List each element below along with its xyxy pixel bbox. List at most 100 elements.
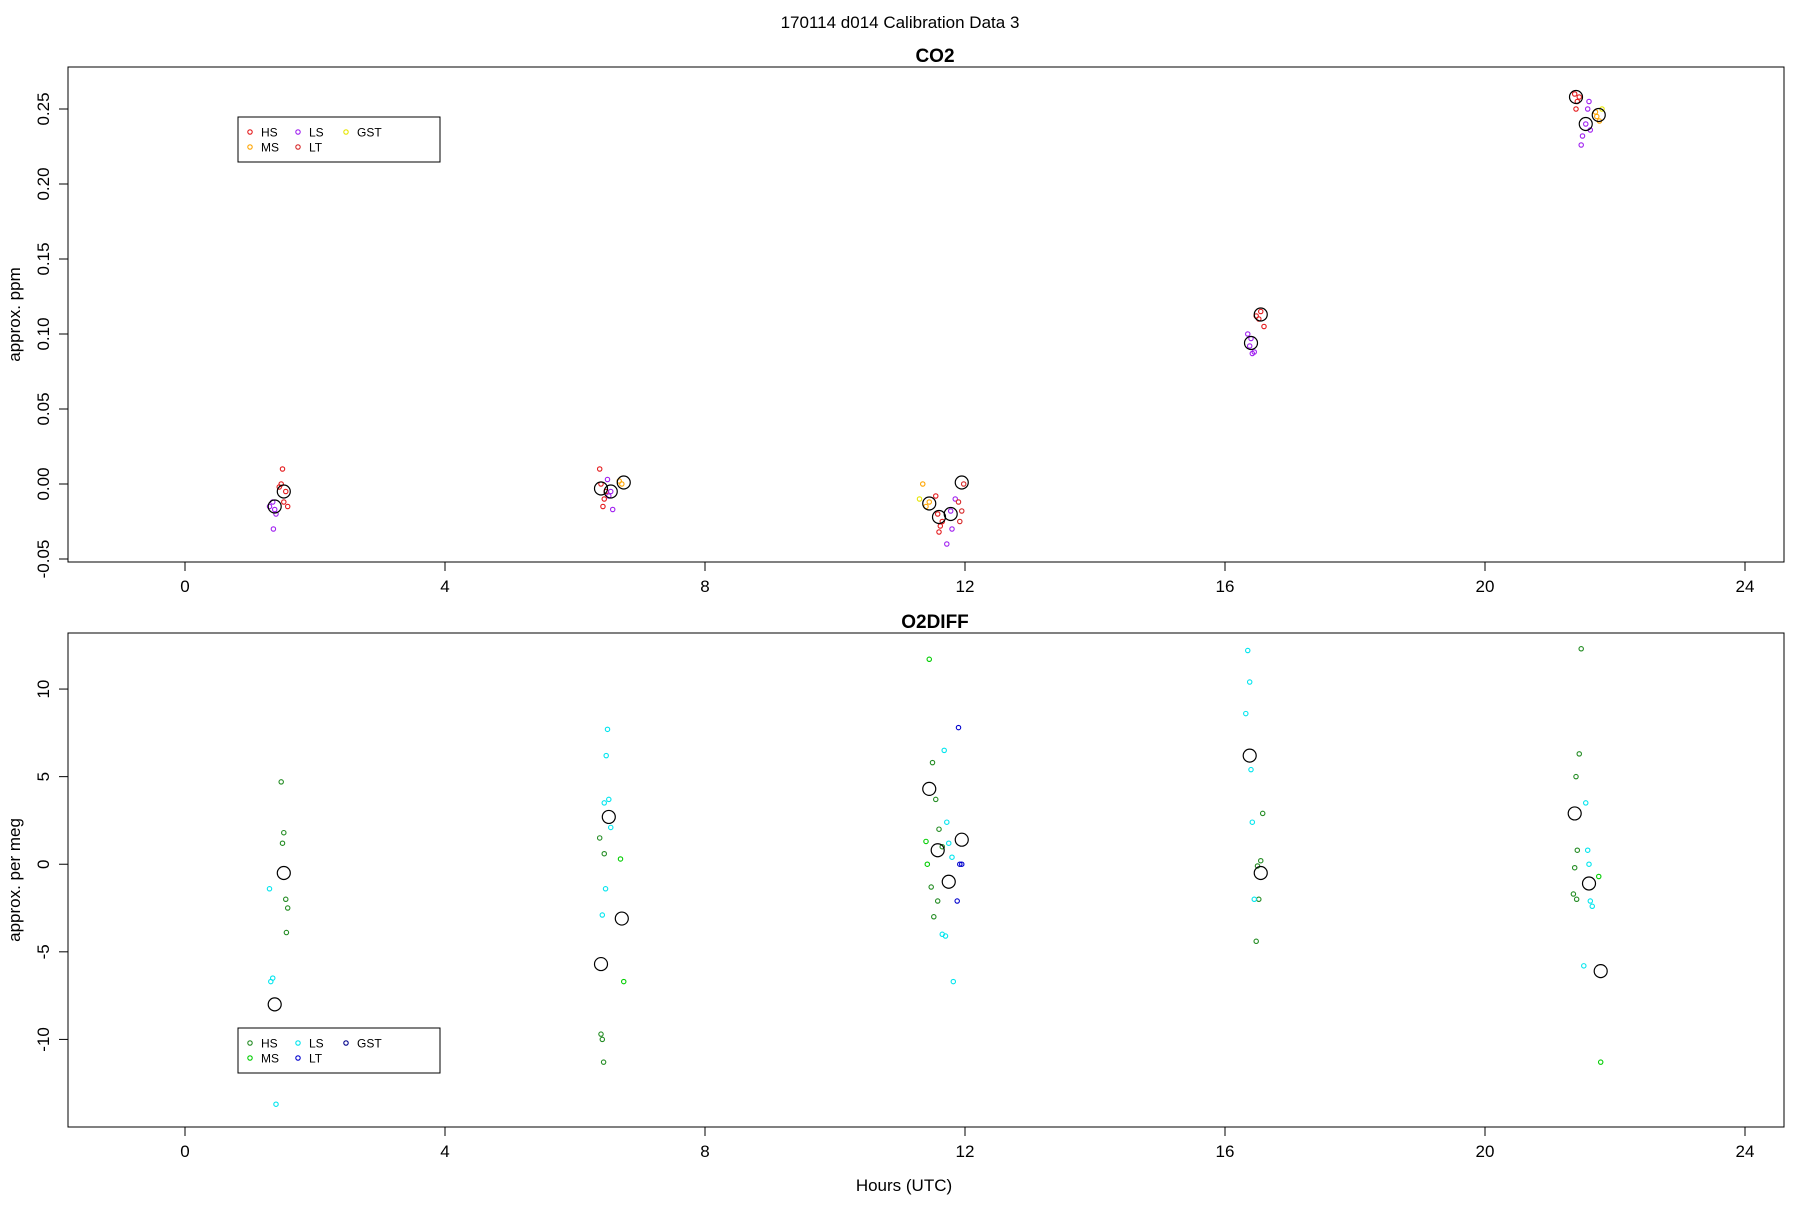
co2-legend-label-lt: LT bbox=[309, 141, 323, 155]
o2diff-mean-marker bbox=[941, 874, 956, 889]
co2-y-tick-label: -0.05 bbox=[34, 540, 53, 579]
figure-title: 170114 d014 Calibration Data 3 bbox=[781, 13, 1020, 32]
o2diff-point-lt bbox=[955, 724, 962, 731]
co2-point-hs bbox=[284, 503, 291, 510]
o2diff-point-ls bbox=[599, 912, 606, 918]
co2-mean-marker bbox=[276, 484, 291, 499]
co2-mean-marker bbox=[1253, 307, 1268, 322]
o2diff-point-ls bbox=[1584, 847, 1591, 853]
o2diff-point-ls bbox=[949, 854, 955, 860]
o2diff-legend-marker-hs bbox=[247, 1040, 253, 1046]
o2diff-series-ls bbox=[266, 647, 1596, 1107]
o2diff-legend-label-lt: LT bbox=[309, 1052, 323, 1066]
co2-point-hs bbox=[932, 493, 939, 499]
co2-point-ms bbox=[919, 481, 926, 487]
o2diff-point-ls bbox=[1251, 896, 1258, 903]
co2-point-ls bbox=[1579, 133, 1586, 139]
co2-point-ls bbox=[1586, 98, 1592, 105]
co2-point-ls bbox=[1584, 106, 1591, 112]
co2-mean-marker bbox=[943, 506, 958, 522]
o2diff-x-tick-label: 4 bbox=[440, 1142, 449, 1161]
co2-point-ls bbox=[270, 526, 277, 532]
o2diff-chart-title: O2DIFF bbox=[901, 612, 969, 633]
o2diff-mean-marker bbox=[614, 911, 629, 926]
o2diff-point-ls bbox=[1586, 861, 1592, 867]
o2diff-point-hs bbox=[1578, 646, 1584, 652]
o2diff-point-ls bbox=[950, 978, 957, 985]
o2diff-point-lt bbox=[957, 861, 963, 867]
o2diff-mean-marker bbox=[922, 781, 937, 797]
o2diff-point-ls bbox=[945, 840, 952, 846]
o2diff-legend-marker-lt bbox=[295, 1055, 301, 1061]
o2diff-x-tick-label: 20 bbox=[1476, 1142, 1495, 1161]
co2-point-hs bbox=[1571, 91, 1578, 97]
co2-series-ls bbox=[266, 98, 1594, 547]
o2diff-point-hs bbox=[931, 914, 937, 920]
co2-point-hs bbox=[1258, 308, 1264, 315]
co2-point-ms bbox=[926, 499, 932, 505]
o2diff-panel: O2DIFF 0 4 8 12 16 20 24 -10 -5 0 5 10 approx. per me… bbox=[5, 612, 1785, 1161]
co2-mean-marker bbox=[593, 481, 609, 496]
o2diff-point-ls bbox=[944, 819, 950, 825]
o2diff-point-hs bbox=[1576, 751, 1583, 757]
co2-legend-marker-hs bbox=[247, 129, 253, 135]
o2diff-x-tick-label: 0 bbox=[180, 1142, 189, 1161]
o2diff-point-ms bbox=[923, 838, 929, 845]
co2-point-ls bbox=[1578, 142, 1584, 148]
o2diff-point-ls bbox=[1581, 963, 1587, 969]
o2diff-mean-marker bbox=[1253, 865, 1268, 881]
co2-point-ls bbox=[604, 476, 611, 483]
co2-point-hs bbox=[937, 523, 944, 529]
o2diff-x-tick-label: 16 bbox=[1216, 1142, 1235, 1161]
o2diff-series-ms bbox=[617, 656, 1604, 1065]
o2diff-x-tick-label: 8 bbox=[700, 1142, 709, 1161]
o2diff-legend-label-ms: MS bbox=[261, 1052, 279, 1066]
co2-mean-marker bbox=[267, 499, 282, 514]
co2-point-ls bbox=[947, 508, 954, 514]
o2diff-point-ls bbox=[1589, 903, 1596, 910]
o2diff-mean-marker bbox=[601, 809, 616, 825]
o2diff-point-hs bbox=[939, 843, 945, 850]
o2diff-mean-marker bbox=[267, 997, 282, 1012]
co2-x-tick-label: 24 bbox=[1736, 577, 1755, 596]
co2-point-hs bbox=[279, 466, 286, 472]
co2-point-hs bbox=[600, 503, 606, 510]
co2-y-tick-label: 0.25 bbox=[34, 92, 53, 125]
o2diff-point-hs bbox=[1570, 891, 1577, 897]
o2diff-point-hs bbox=[1258, 857, 1264, 864]
o2diff-point-hs bbox=[929, 759, 936, 766]
co2-mean-marker bbox=[954, 475, 969, 490]
o2diff-y-tick-label: 10 bbox=[34, 680, 53, 699]
co2-legend-box bbox=[237, 116, 441, 163]
co2-point-ls bbox=[266, 503, 273, 510]
o2diff-point-hs bbox=[284, 905, 291, 911]
co2-point-ls bbox=[1251, 349, 1258, 355]
co2-x-tick-label: 8 bbox=[700, 577, 709, 596]
o2diff-point-ms bbox=[617, 856, 624, 862]
co2-point-ls bbox=[952, 496, 958, 502]
co2-y-tick-label: 0.10 bbox=[34, 317, 53, 350]
co2-point-ms bbox=[1594, 113, 1600, 120]
o2diff-point-lt bbox=[954, 898, 960, 904]
o2diff-mean-marker bbox=[276, 865, 291, 881]
o2diff-mean-marker bbox=[593, 956, 609, 972]
co2-y-tick-label: 0.20 bbox=[34, 167, 53, 200]
o2diff-y-axis-label: approx. per meg bbox=[5, 818, 24, 942]
o2diff-point-hs bbox=[1571, 864, 1578, 871]
o2diff-point-ls bbox=[1248, 766, 1254, 773]
o2diff-mean-marker bbox=[1581, 876, 1597, 891]
o2diff-point-hs bbox=[598, 1031, 604, 1037]
co2-legend-label-ls: LS bbox=[309, 126, 324, 140]
o2diff-point-ms bbox=[1597, 1059, 1604, 1065]
o2diff-point-ms bbox=[1596, 873, 1602, 880]
co2-series-hs bbox=[276, 91, 1583, 535]
co2-series-lt bbox=[955, 481, 967, 525]
co2-y-tick-label: 0.00 bbox=[34, 467, 53, 500]
o2diff-y-tick-label: 0 bbox=[34, 859, 53, 868]
co2-legend-label-hs: HS bbox=[261, 126, 278, 140]
o2diff-point-hs bbox=[1253, 938, 1259, 945]
o2diff-point-hs bbox=[1573, 896, 1580, 903]
